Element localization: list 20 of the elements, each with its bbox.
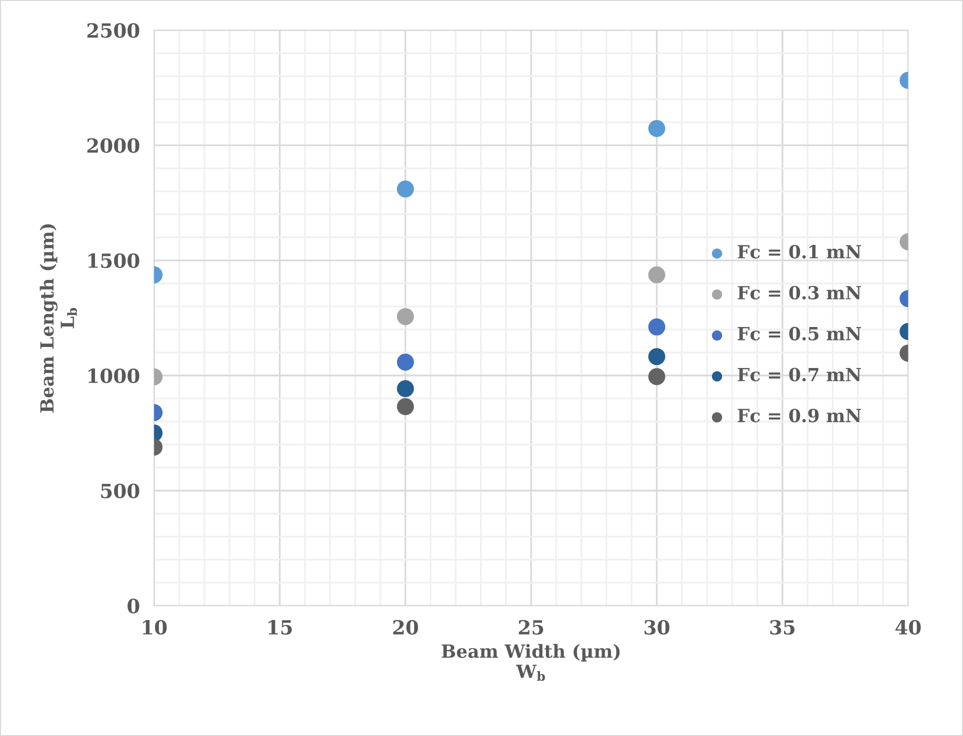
x-tick-label: 25 [518,620,544,635]
legend-label: Fc = 0.7 mN [738,368,861,382]
y-axis-title: Beam Length (µm) L$_{b}$ [40,224,77,413]
y-tick-label: 2000 [87,138,140,153]
y-tick-label: 500 [101,484,140,498]
x-tick-label: 30 [644,620,670,635]
x-tick-label: 40 [895,620,921,635]
y-tick-label: 0 [128,598,140,614]
x-tick-label: 35 [770,620,794,635]
y-tick-label: 1000 [88,368,140,384]
x-tick-label: 10 [142,620,167,635]
legend-label: Fc = 0.9 mN [738,408,861,422]
legend-label: Fc = 0.5 mN [738,326,861,340]
y-tick-label: 1500 [88,253,140,268]
x-tick-label: 15 [268,620,292,635]
legend-label: Fc = 0.3 mN [738,286,861,300]
x-tick-label: 20 [393,620,418,635]
y-tick-label: 2500 [87,23,140,38]
legend-label: Fc = 0.1 mN [738,244,861,259]
x-axis-title: Beam Width (µm) W$_{b}$ [442,644,620,681]
